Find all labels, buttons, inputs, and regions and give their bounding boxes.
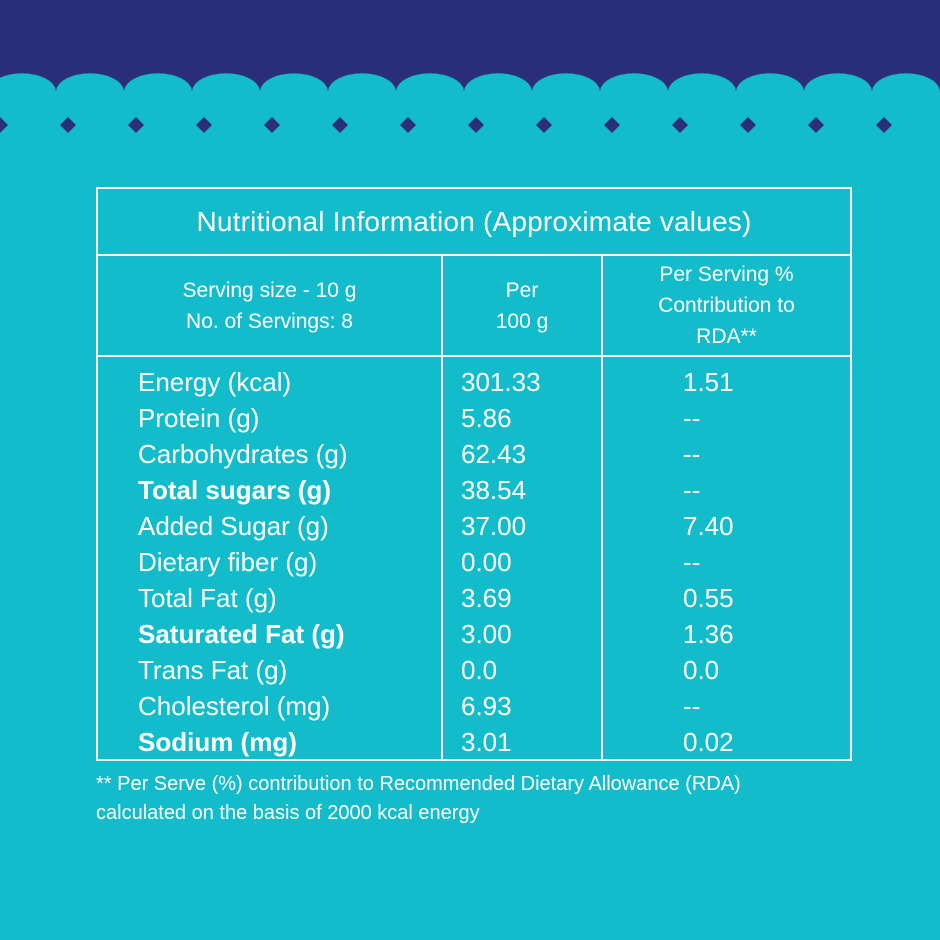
diamond-mark [400,117,416,133]
diamond-row [0,117,892,133]
table-row: Cholesterol (mg) 6.93 -- [98,688,850,724]
table-row: Added Sugar (g) 37.00 7.40 [98,508,850,544]
nutrient-rda: 0.0 [683,655,720,685]
nutrient-per-100g: 0.00 [461,547,512,577]
diamond-mark [264,117,280,133]
nutrient-rda: -- [683,475,701,505]
header-rda-line3: RDA** [696,325,757,348]
nutrient-rda: 0.55 [683,583,734,613]
table-row: Sodium (mg) 3.01 0.02 [98,724,850,760]
nutrient-per-100g: 3.69 [461,583,512,613]
table-row: Trans Fat (g) 0.0 0.0 [98,652,850,688]
header-scallop-pattern [0,0,940,140]
serving-size-label: Serving size - 10 g [182,278,357,302]
table-row: Saturated Fat (g) 3.00 1.36 [98,616,850,652]
header-serving-info: Serving size - 10 g No. of Servings: 8 [98,256,441,355]
diamond-mark [604,117,620,133]
diamond-mark [196,117,212,133]
table-row: Carbohydrates (g) 62.43 -- [98,436,850,472]
table-row: Energy (kcal) 301.33 1.51 [98,364,850,400]
nutrient-rda: 1.36 [683,619,734,649]
header-band [0,0,940,92]
header-rda-line1: Per Serving % [659,263,794,286]
column-divider [601,256,603,759]
nutrient-rda: -- [683,547,701,577]
nutrition-table: Nutritional Information (Approximate val… [96,187,852,761]
diamond-mark [672,117,688,133]
nutrient-name: Total Fat (g) [138,583,277,613]
nutrient-name: Protein (g) [138,403,260,433]
table-title: Nutritional Information (Approximate val… [98,189,850,256]
diamond-mark [536,117,552,133]
nutrient-per-100g: 62.43 [461,439,527,469]
diamond-mark [128,117,144,133]
nutrient-rda: -- [683,439,701,469]
nutrient-name: Total sugars (g) [138,475,332,505]
nutrient-name: Added Sugar (g) [138,511,329,541]
table-row: Total Fat (g) 3.69 0.55 [98,580,850,616]
rda-footnote: ** Per Serve (%) contribution to Recomme… [96,770,876,828]
nutrient-per-100g: 6.93 [461,691,512,721]
nutrient-rda: 0.02 [683,727,734,757]
diamond-mark [60,117,76,133]
nutrient-rda: 7.40 [683,511,734,541]
diamond-mark [468,117,484,133]
footnote-line1: ** Per Serve (%) contribution to Recomme… [96,773,741,795]
diamond-mark [0,117,8,133]
nutrient-rda: -- [683,403,701,433]
nutrient-name: Cholesterol (mg) [138,691,331,721]
nutrient-per-100g: 3.00 [461,619,512,649]
header-rda: Per Serving % Contribution to RDA** [603,256,850,355]
nutrient-name: Dietary fiber (g) [138,547,318,577]
nutrient-per-100g: 38.54 [461,475,527,505]
nutrient-name: Energy (kcal) [138,367,292,397]
nutrient-name: Carbohydrates (g) [138,439,348,469]
diamond-mark [876,117,892,133]
nutrient-name: Trans Fat (g) [138,655,288,685]
nutrient-name: Sodium (mg) [138,727,297,757]
header-rda-line2: Contribution to [658,294,795,317]
diamond-mark [740,117,756,133]
nutrient-name: Saturated Fat (g) [138,619,345,649]
nutrient-rda: 1.51 [683,367,734,397]
nutrient-rda: -- [683,691,701,721]
table-row: Protein (g) 5.86 -- [98,400,850,436]
table-row: Total sugars (g) 38.54 -- [98,472,850,508]
nutrient-rows: Energy (kcal) 301.33 1.51 Protein (g) 5.… [98,364,850,760]
footnote-line2: calculated on the basis of 2000 kcal ene… [96,802,480,824]
servings-count-label: No. of Servings: 8 [186,309,353,333]
nutrient-per-100g: 37.00 [461,511,527,541]
nutrient-per-100g: 0.0 [461,655,498,685]
header-per-line2: 100 g [495,309,549,333]
nutrient-per-100g: 3.01 [461,727,512,757]
nutrient-per-100g: 5.86 [461,403,512,433]
column-divider [441,256,443,759]
header-per-line1: Per [505,278,539,302]
diamond-mark [808,117,824,133]
diamond-mark [332,117,348,133]
table-row: Dietary fiber (g) 0.00 -- [98,544,850,580]
header-divider [98,355,850,357]
header-per-100g: Per 100 g [443,256,601,355]
nutrient-per-100g: 301.33 [461,367,541,397]
